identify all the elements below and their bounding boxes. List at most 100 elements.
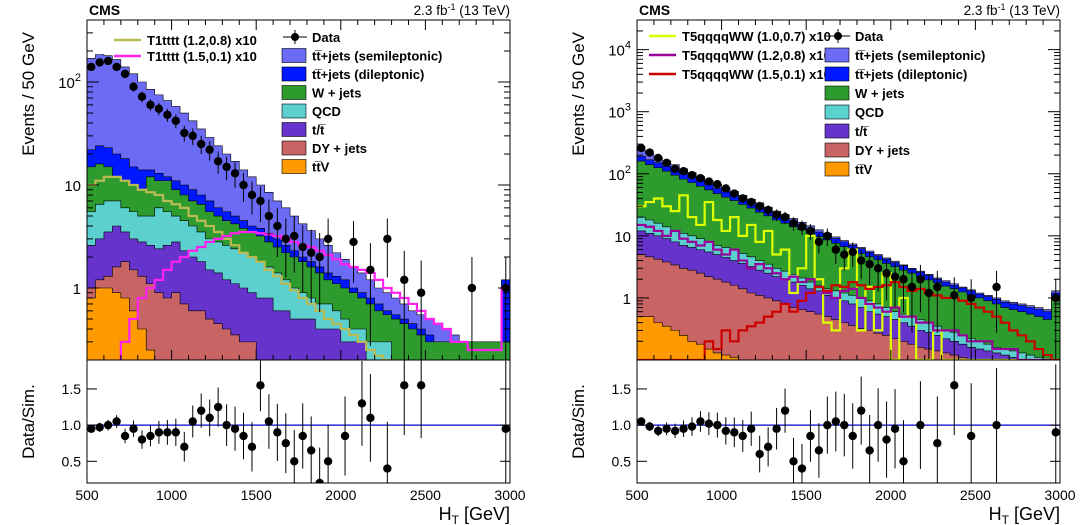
ratio-point <box>137 435 147 444</box>
ratio-points <box>87 360 510 483</box>
ratio-point <box>806 431 815 441</box>
histogram-ttv <box>87 287 510 360</box>
data-point <box>933 282 942 292</box>
ratio-point <box>323 457 333 466</box>
ratio-point <box>890 424 900 433</box>
ratio-point <box>679 424 688 433</box>
data-point <box>298 242 307 252</box>
ratio-point <box>856 406 866 415</box>
legend-label: QCD <box>855 105 884 120</box>
ratio-point <box>831 417 841 426</box>
data-point <box>679 167 688 176</box>
data-point <box>112 62 121 72</box>
legend-label: T5qqqqWW (1.0,0.7) x10 <box>682 29 831 44</box>
data-point <box>865 259 874 269</box>
ratio-point <box>882 435 891 444</box>
data-point <box>247 190 257 200</box>
data-point <box>264 211 274 221</box>
data-point <box>637 143 646 153</box>
legend-label: DY + jets <box>312 141 367 156</box>
data-point <box>197 139 206 149</box>
ratio-point <box>687 422 697 431</box>
signal-line-sig_b <box>119 230 510 360</box>
ratio-point <box>188 417 197 426</box>
ratio-point <box>290 457 299 466</box>
ratio-point <box>129 424 138 433</box>
ratio-point <box>670 426 680 436</box>
data-point <box>146 100 155 110</box>
y-tick-label: 1 <box>623 291 631 308</box>
ratio-point <box>213 402 223 412</box>
data-point <box>924 288 934 298</box>
data-point <box>188 131 197 141</box>
ratio-y-tick-label: 0.5 <box>62 453 82 469</box>
ratio-point <box>780 406 790 415</box>
signal-line-sig_e <box>637 280 1060 360</box>
data-point <box>154 104 164 113</box>
data-point <box>129 82 138 91</box>
x-tick-label: 2500 <box>960 487 991 503</box>
ratio-point <box>306 446 316 455</box>
legend-label: W + jets <box>312 86 362 101</box>
legend-swatch-dy <box>824 142 850 158</box>
legend-swatch-top <box>824 123 850 139</box>
legend-label: DY + jets <box>855 143 910 158</box>
data-point <box>222 162 231 172</box>
data-point <box>670 164 680 174</box>
ratio-point <box>256 381 265 390</box>
data-point <box>653 153 663 163</box>
data-point <box>323 234 333 244</box>
data-point <box>645 148 654 157</box>
legend-swatch-ttv <box>824 161 850 177</box>
legend-swatch-tt_di <box>824 66 850 82</box>
ratio-point <box>916 420 925 430</box>
ratio-y-axis-title: Data/Sim. <box>19 384 38 459</box>
data-point <box>721 184 731 193</box>
ratio-plot-frame <box>86 359 511 484</box>
ratio-point <box>738 431 747 441</box>
legend-swatch-wjets <box>824 85 850 101</box>
data-point <box>738 194 747 203</box>
data-point <box>806 226 815 236</box>
legend-swatch-top <box>281 122 307 137</box>
data-point <box>662 158 671 168</box>
data-point <box>950 291 959 300</box>
ratio-point <box>400 381 409 390</box>
data-point <box>687 170 697 180</box>
legend-label: tt̅+jets (dileptonic) <box>312 67 424 82</box>
data-point <box>239 180 248 190</box>
ratio-point <box>230 424 240 433</box>
data-point <box>730 189 739 198</box>
ratio-point <box>763 442 773 452</box>
legend-label: QCD <box>312 104 341 119</box>
legend-swatch-tt_di <box>281 66 307 82</box>
lumi-label: 2.3 fb-1 (13 TeV) <box>414 2 510 18</box>
data-point <box>882 269 891 278</box>
ratio-point <box>264 417 274 426</box>
ratio-point <box>730 428 739 437</box>
histogram-dy <box>87 261 510 360</box>
x-tick-label: 3000 <box>1044 487 1075 503</box>
ratio-point <box>273 428 282 437</box>
data-point <box>273 221 282 231</box>
data-point <box>696 173 705 183</box>
legend-swatch-ttv <box>281 159 307 174</box>
data-point <box>890 272 900 281</box>
data-point <box>467 283 477 293</box>
data-point <box>95 58 104 67</box>
data-point <box>213 157 223 166</box>
legend-swatch-dy <box>281 140 307 156</box>
data-point <box>848 247 857 257</box>
y-axis-title: Events / 50 GeV <box>569 31 588 155</box>
legend-label: tt̅+jets (semileptonic) <box>312 49 442 64</box>
ratio-point <box>814 446 824 455</box>
legend-swatch-qcd <box>824 104 850 120</box>
ratio-point <box>713 420 722 430</box>
ratio-point <box>899 457 908 466</box>
legend-label: tt̅+jets (dileptonic) <box>855 67 967 82</box>
legend-label: tt̅V <box>312 160 330 175</box>
ratio-point <box>171 428 181 437</box>
ratio-point <box>87 424 96 433</box>
legend-label: T5qqqqWW (1.5,0.1) x10 <box>682 67 831 82</box>
ratio-point <box>383 464 392 473</box>
